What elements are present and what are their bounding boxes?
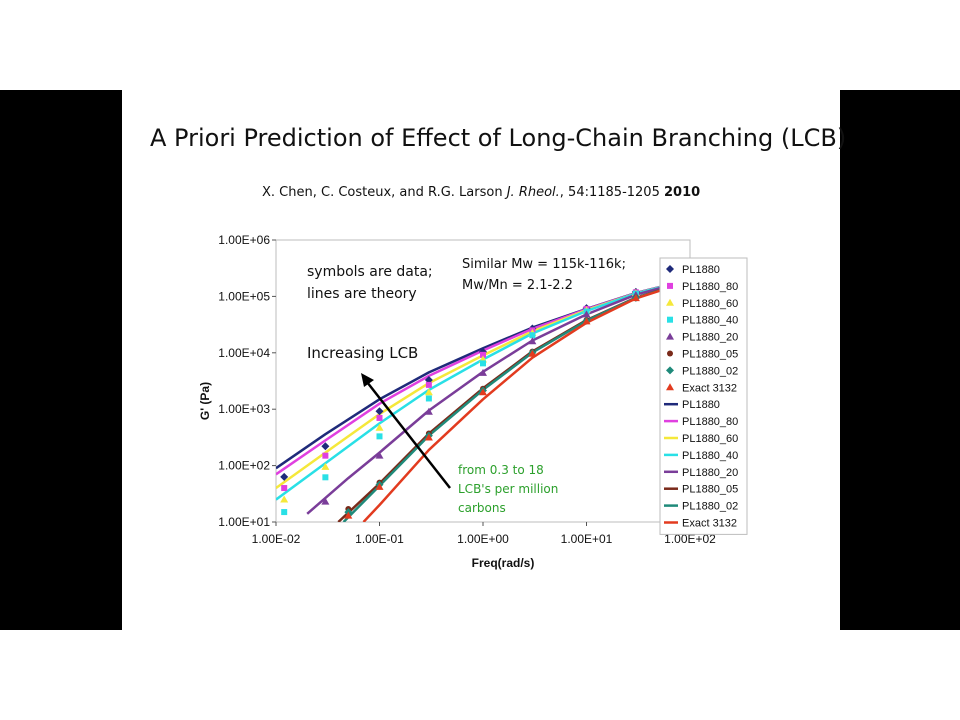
y-tick-label: 1.00E+05 <box>218 289 270 303</box>
data-point <box>281 509 288 516</box>
data-point <box>424 407 433 415</box>
citation-ref: , 54:1185-1205 <box>559 185 664 200</box>
lcb-range-line1: from 0.3 to 18 <box>458 463 544 477</box>
data-point <box>321 462 330 470</box>
data-point <box>582 317 591 325</box>
x-tick-label: 1.00E+02 <box>664 532 716 546</box>
legend-label: PL1880 <box>682 399 720 411</box>
y-tick-label: 1.00E+06 <box>218 233 270 247</box>
legend-label: PL1880_60 <box>682 298 738 310</box>
data-point <box>528 349 537 357</box>
data-point <box>322 452 329 459</box>
legend-marker <box>666 332 674 340</box>
data-point <box>375 451 384 459</box>
data-point <box>424 388 433 396</box>
pdi-annotation: Mw/Mn = 2.1-2.2 <box>462 278 573 293</box>
legend-label: PL1880_20 <box>682 332 738 344</box>
legend-label: PL1880_02 <box>682 365 738 377</box>
x-tick-label: 1.00E-01 <box>355 532 404 546</box>
citation-authors: X. Chen, C. Costeux, and R.G. Larson <box>262 185 507 200</box>
data-point <box>528 337 537 345</box>
legend-label: PL1880_80 <box>682 416 738 428</box>
citation-journal: J. Rheol. <box>506 185 560 200</box>
x-tick-label: 1.00E-02 <box>252 532 301 546</box>
letterbox-right <box>840 90 960 630</box>
letterbox-left <box>0 90 122 630</box>
data-point <box>375 423 384 431</box>
y-tick-label: 1.00E+02 <box>218 459 270 473</box>
legend-marker <box>667 316 673 323</box>
y-tick-label: 1.00E+01 <box>218 515 270 529</box>
data-point <box>321 442 330 451</box>
x-tick-label: 1.00E+01 <box>561 532 613 546</box>
lcb-range-line3: carbons <box>458 501 506 515</box>
legend-label: PL1880_20 <box>682 467 738 479</box>
theory-line <box>362 279 690 522</box>
legend-label: PL1880_60 <box>682 433 738 445</box>
data-point <box>480 351 486 358</box>
y-axis-label: G' (Pa) <box>198 382 212 420</box>
data-point <box>480 360 486 367</box>
increasing-lcb-arrow <box>366 381 451 489</box>
legend-label: PL1880_05 <box>682 349 738 361</box>
legend-label: PL1880_40 <box>682 450 738 462</box>
legend-marker <box>666 383 674 391</box>
citation-year: 2010 <box>663 185 701 200</box>
data-point <box>479 368 487 376</box>
arrowhead-icon <box>361 373 374 387</box>
legend-marker <box>666 366 674 375</box>
legend-label: PL1880_02 <box>682 501 738 513</box>
legend-marker <box>667 282 673 289</box>
legend-label: PL1880_40 <box>682 315 738 327</box>
legend-label: PL1880 <box>682 264 720 276</box>
data-point <box>344 511 353 519</box>
data-point <box>425 381 432 388</box>
data-point <box>280 472 289 481</box>
data-point <box>376 433 383 440</box>
x-tick-label: 1.00E+00 <box>457 532 509 546</box>
legend-marker <box>666 265 674 273</box>
legend-marker <box>667 350 673 357</box>
lcb-range-line2: LCB's per million <box>458 482 558 496</box>
data-point <box>375 407 384 416</box>
arrow-label: Increasing LCB <box>307 344 418 362</box>
slide-title: A Priori Prediction of Effect of Long-Ch… <box>150 124 847 152</box>
y-tick-label: 1.00E+03 <box>218 402 270 416</box>
data-point <box>375 482 384 490</box>
note-theory: lines are theory <box>307 286 417 302</box>
citation: X. Chen, C. Costeux, and R.G. Larson J. … <box>262 185 700 200</box>
legend-label: Exact 3132 <box>682 382 737 394</box>
data-point <box>582 310 591 318</box>
data-point <box>529 332 536 339</box>
data-point <box>321 497 330 505</box>
data-point <box>280 495 289 503</box>
legend-label: PL1880_80 <box>682 281 738 293</box>
data-point <box>322 474 329 481</box>
data-point <box>376 414 383 421</box>
data-point <box>281 485 288 492</box>
data-point <box>631 294 640 302</box>
data-point <box>479 388 487 396</box>
legend-label: Exact 3132 <box>682 518 737 530</box>
mw-annotation: Similar Mw = 115k-116k; <box>462 257 626 272</box>
data-point <box>424 433 433 441</box>
y-tick-label: 1.00E+04 <box>218 346 270 360</box>
note-data: symbols are data; <box>307 264 433 280</box>
legend-label: PL1880_05 <box>682 484 738 496</box>
legend-marker <box>666 298 674 306</box>
data-point <box>425 395 432 402</box>
x-axis-label: Freq(rad/s) <box>472 556 535 570</box>
